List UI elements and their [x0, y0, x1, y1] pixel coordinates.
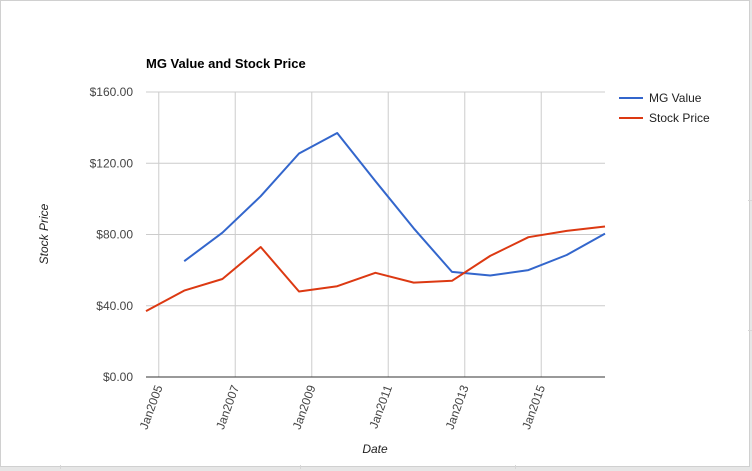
x-tick-label: Jan2011	[366, 383, 395, 431]
series-lines	[145, 132, 606, 312]
y-tick-label: $120.00	[90, 156, 134, 170]
x-tick-label: Jan2015	[519, 383, 548, 431]
sheet-gridline	[60, 465, 61, 469]
chart-title: MG Value and Stock Price	[146, 56, 306, 71]
sheet-gridline	[300, 465, 301, 469]
legend: MG Value Stock Price	[619, 91, 710, 125]
sheet-gridline	[748, 200, 752, 201]
y-tick-label: $80.00	[96, 228, 133, 242]
x-axis-label: Date	[362, 442, 388, 456]
y-tick-label: $40.00	[96, 299, 133, 313]
y-tick-label: $160.00	[90, 85, 134, 99]
x-tick-label: Jan2005	[137, 383, 166, 431]
x-tick-label: Jan2007	[213, 383, 242, 431]
series-line-stock-price	[145, 225, 606, 312]
legend-label: Stock Price	[649, 111, 710, 125]
x-tick-label: Jan2013	[443, 383, 472, 431]
sheet-gridline	[515, 465, 516, 469]
gridlines	[146, 91, 605, 377]
legend-label: MG Value	[649, 91, 702, 105]
sheet-gridline	[748, 330, 752, 331]
series-line-mg-value	[183, 132, 606, 277]
x-tick-label: Jan2009	[290, 383, 319, 431]
y-tick-label: $0.00	[103, 370, 133, 384]
axes: $0.00 $40.00 $80.00 $120.00 $160.00 Jan2005 Ja…	[90, 85, 605, 431]
y-axis-label: Stock Price	[37, 203, 51, 264]
